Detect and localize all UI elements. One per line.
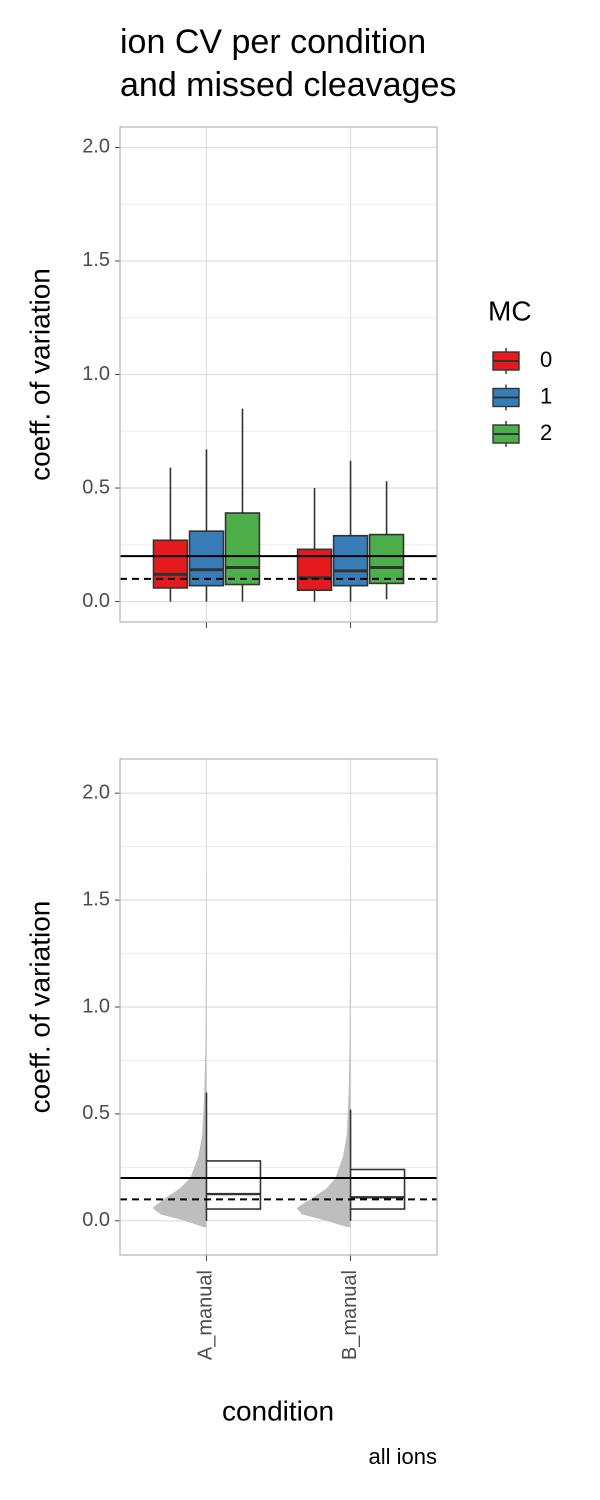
chart-title: and missed cleavages: [120, 66, 456, 104]
y-tick-label: 2.0: [82, 136, 110, 158]
box: [349, 1168, 406, 1210]
y-tick-label: 0.0: [82, 590, 110, 612]
y-tick-label: 1.0: [82, 363, 110, 385]
x-axis-label: condition: [222, 1395, 334, 1426]
y-axis-label: coeff. of variation: [24, 268, 55, 481]
box: [152, 539, 189, 589]
y-tick-label: 1.0: [82, 995, 110, 1017]
y-tick-label: 0.0: [82, 1209, 110, 1231]
y-tick-label: 2.0: [82, 781, 110, 803]
panel-border: [119, 126, 438, 623]
y-tick-label: 1.5: [82, 888, 110, 910]
chart-title: ion CV per condition: [120, 23, 426, 61]
y-tick-label: 0.5: [82, 1102, 110, 1124]
violin: [296, 814, 351, 1228]
y-tick-label: 1.5: [82, 249, 110, 271]
box: [224, 512, 261, 586]
legend-label: 0: [540, 347, 552, 372]
x-tick-label: A_manual: [195, 1270, 217, 1360]
box: [205, 1160, 262, 1210]
box: [368, 533, 405, 585]
y-axis-label: coeff. of variation: [24, 901, 55, 1114]
legend-title: MC: [488, 295, 532, 326]
box: [188, 530, 225, 587]
panel-border: [119, 758, 438, 1256]
legend-label: 1: [540, 383, 552, 408]
violin: [152, 835, 207, 1228]
y-tick-label: 0.5: [82, 476, 110, 498]
x-tick-label: B_manual: [339, 1270, 361, 1360]
legend-label: 2: [540, 420, 552, 445]
box: [332, 534, 369, 587]
caption: all ions: [369, 1444, 437, 1469]
